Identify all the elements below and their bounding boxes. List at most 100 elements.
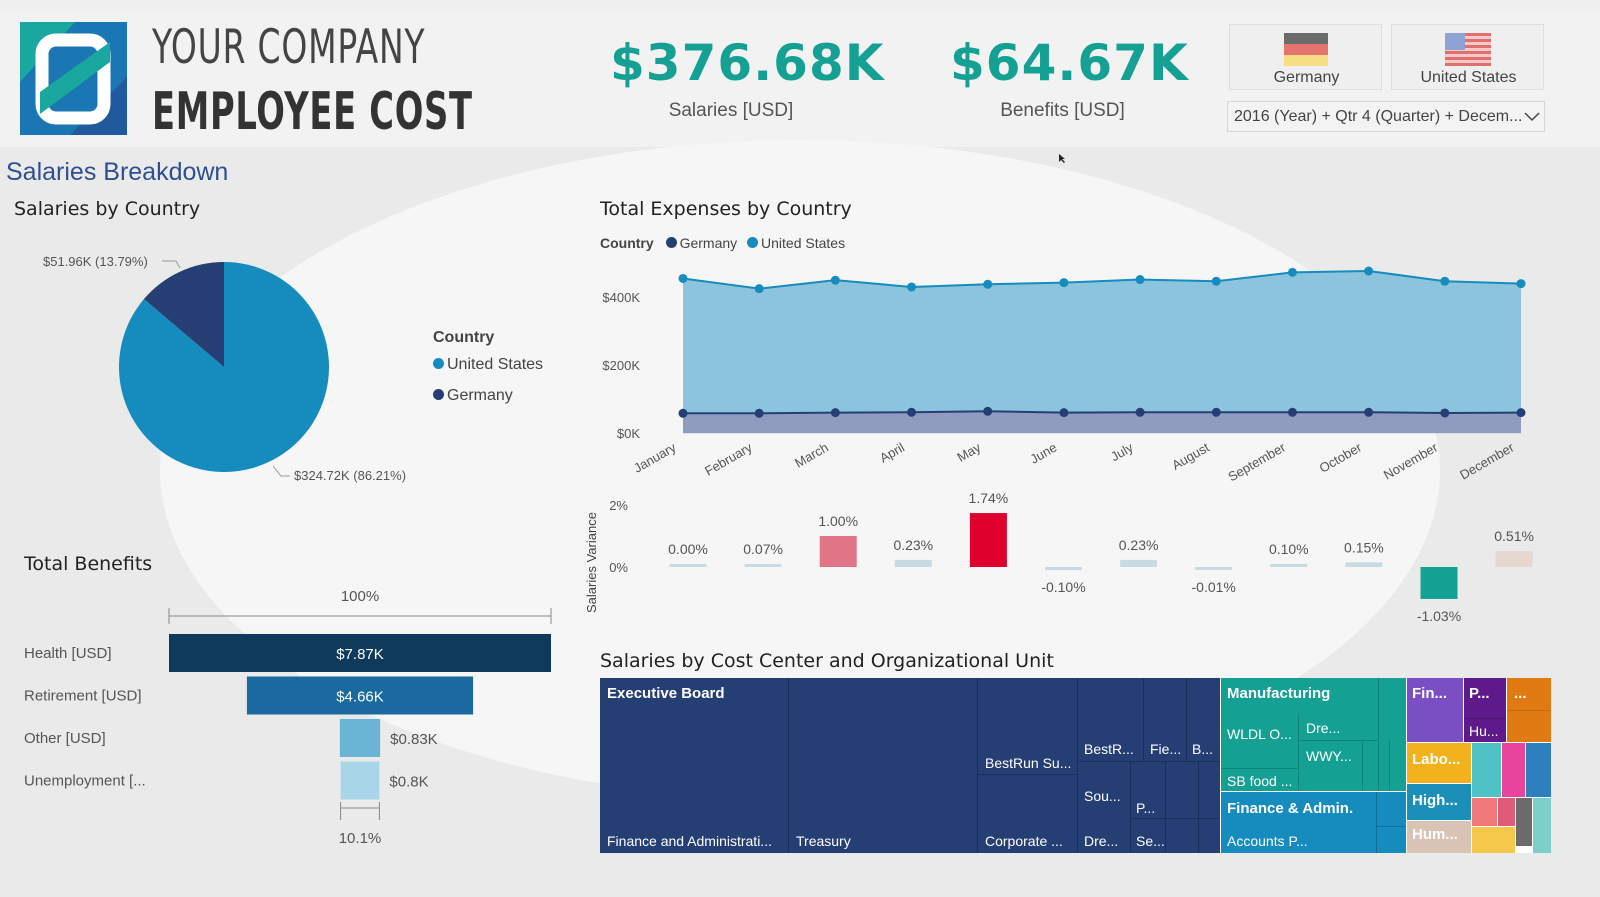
pie-slice-germany[interactable] — [143, 262, 224, 367]
variance-data-label: 1.74% — [969, 490, 1009, 506]
variance-bar[interactable] — [1495, 551, 1533, 567]
variance-bar[interactable] — [969, 513, 1007, 567]
slicer-germany-button[interactable]: Germany — [1229, 24, 1382, 90]
treemap-label-accounts-p: Accounts P... — [1227, 833, 1308, 849]
area-point-united-states[interactable] — [1440, 276, 1450, 286]
treemap-label-fin: Fin... — [1412, 685, 1447, 702]
variance-bar[interactable] — [894, 559, 932, 567]
treemap-label-treasury: Treasury — [796, 833, 851, 849]
area-point-united-states[interactable] — [983, 279, 993, 289]
treemap-group-labo[interactable] — [1407, 743, 1471, 783]
pie-slice-united-states[interactable] — [119, 262, 330, 472]
variance-bar[interactable] — [744, 564, 782, 567]
date-filter-dropdown[interactable]: 2016 (Year) + Qtr 4 (Quarter) + Decem... — [1227, 101, 1545, 132]
treemap-divider — [1389, 740, 1390, 791]
treemap-label-dre2: Dre... — [1306, 720, 1341, 736]
pie-legend-item-germany[interactable]: Germany — [433, 387, 513, 405]
variance-bar[interactable] — [819, 536, 857, 567]
treemap-cell[interactable] — [1526, 743, 1551, 797]
benefits-bar[interactable] — [339, 719, 381, 757]
benefits-value-label: $0.83K — [390, 731, 438, 748]
legend-dot-icon — [433, 358, 444, 369]
area-point-germany[interactable] — [1211, 407, 1221, 417]
area-series-united-states[interactable] — [683, 271, 1521, 414]
area-point-united-states[interactable] — [1135, 275, 1145, 285]
variance-bar[interactable] — [1345, 562, 1383, 567]
area-legend-item-germany[interactable]: Germany — [665, 235, 737, 251]
treemap-group-executive-board[interactable] — [600, 678, 1220, 853]
variance-data-label: 0.51% — [1494, 528, 1534, 544]
area-point-united-states[interactable] — [754, 284, 764, 294]
variance-bar[interactable] — [1270, 563, 1308, 567]
area-point-united-states[interactable] — [1516, 279, 1526, 289]
treemap-label-executive-board: Executive Board — [607, 685, 725, 702]
area-point-germany[interactable] — [1059, 408, 1069, 418]
treemap-cell[interactable] — [1472, 798, 1497, 826]
variance-y-tick-label: 2% — [609, 498, 628, 513]
area-point-united-states[interactable] — [1287, 267, 1297, 277]
treemap-group-manufacturing[interactable] — [1221, 678, 1406, 791]
treemap-label-labo: Labo... — [1412, 751, 1461, 768]
slicer-united-states-label: United States — [1420, 69, 1517, 86]
variance-chart[interactable]: Salaries Variance 2% 0% 0.00% 0.07% 1.00% 0.23… — [580, 485, 1550, 635]
area-line-germany — [683, 410, 1522, 415]
treemap-cell[interactable] — [1498, 798, 1515, 826]
pie-chart-title: Salaries by Country — [14, 198, 201, 220]
variance-data-label: 0.00% — [668, 541, 708, 557]
area-point-germany[interactable] — [754, 408, 764, 418]
treemap-group-p[interactable] — [1464, 678, 1506, 742]
benefits-bar[interactable] — [340, 761, 380, 800]
benefits-bar[interactable] — [246, 676, 474, 715]
area-point-germany[interactable] — [1287, 407, 1297, 417]
benefits-bar[interactable] — [169, 634, 551, 672]
area-point-germany[interactable] — [907, 407, 917, 417]
treemap-group-high[interactable] — [1407, 784, 1471, 820]
treemap-group-fin[interactable] — [1407, 678, 1463, 742]
area-point-germany[interactable] — [1440, 408, 1450, 418]
benefits-funnel-chart[interactable]: 100% Health [USD] $7.87K Retirement [USD] $4… — [0, 580, 580, 860]
area-legend-item-united-states[interactable]: United States — [747, 235, 845, 251]
treemap-chart[interactable]: Executive Board Finance and Administrati… — [600, 678, 1551, 853]
treemap-label-wldl: WLDL O... — [1227, 726, 1292, 742]
area-series-germany[interactable] — [683, 411, 1521, 433]
variance-bar[interactable] — [1195, 567, 1233, 570]
slicer-united-states-button[interactable]: United States — [1391, 24, 1544, 90]
treemap-cell[interactable] — [1472, 743, 1501, 797]
treemap-cell[interactable] — [1502, 743, 1525, 797]
variance-bar[interactable] — [1120, 559, 1158, 567]
treemap-label-se: Se... — [1136, 833, 1165, 849]
pie-legend-item-united-states[interactable]: United States — [433, 356, 543, 374]
variance-bar[interactable] — [669, 564, 707, 567]
variance-bar[interactable] — [1420, 567, 1458, 599]
treemap-cell[interactable] — [1516, 798, 1532, 846]
salaries-kpi-label: Salaries [USD] — [668, 100, 794, 121]
area-point-united-states[interactable] — [907, 282, 917, 292]
area-point-germany[interactable] — [678, 408, 688, 418]
legend-label: United States — [761, 235, 846, 251]
section-title-salaries-breakdown: Salaries Breakdown — [6, 158, 229, 186]
area-point-united-states[interactable] — [1364, 266, 1374, 276]
area-point-germany[interactable] — [1135, 407, 1145, 417]
variance-bar[interactable] — [1045, 567, 1082, 571]
area-chart[interactable]: $0K $200K $400K January February March April Ma… — [590, 260, 1550, 490]
area-point-germany[interactable] — [830, 408, 840, 418]
treemap-label-p: P... — [1469, 685, 1490, 702]
area-point-united-states[interactable] — [830, 275, 840, 285]
area-y-tick-label: $200K — [602, 358, 640, 373]
pie-legend-title: Country — [433, 329, 495, 346]
area-point-united-states[interactable] — [678, 273, 688, 283]
treemap-cell[interactable] — [1472, 827, 1515, 853]
treemap-group-hum[interactable] — [1407, 821, 1471, 853]
treemap-group-finance-admin[interactable] — [1221, 792, 1406, 853]
treemap-label-finance-admin: Finance & Admin. — [1227, 800, 1354, 817]
area-point-united-states[interactable] — [1059, 278, 1069, 288]
area-point-germany[interactable] — [1364, 407, 1374, 417]
treemap-cell[interactable] — [1533, 798, 1551, 853]
area-point-germany[interactable] — [1516, 408, 1526, 418]
benefits-kpi-label: Benefits [USD] — [1000, 100, 1125, 121]
area-point-united-states[interactable] — [1211, 276, 1221, 286]
treemap-divider — [1507, 710, 1551, 711]
treemap-label-sou: Sou... — [1084, 788, 1121, 804]
pie-chart[interactable] — [0, 230, 580, 500]
area-point-germany[interactable] — [983, 406, 993, 416]
